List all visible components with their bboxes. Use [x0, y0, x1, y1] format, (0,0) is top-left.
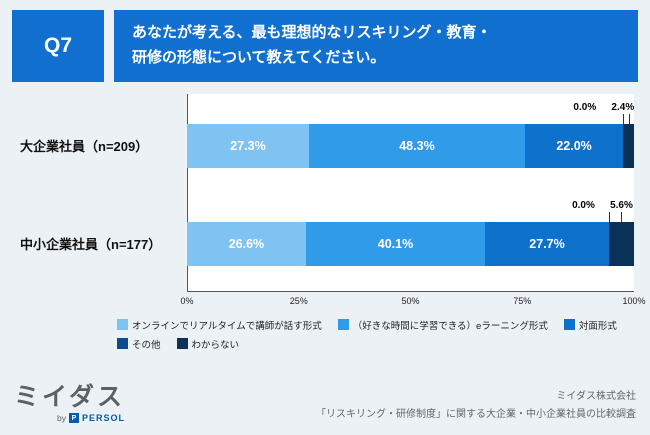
legend-row: その他 わからない [117, 337, 638, 351]
legend-row: オンラインでリアルタイムで講師が話す形式 （好きな時間に学習できる）eラーニング形… [117, 318, 638, 332]
bar-outside-label: 0.0% [573, 101, 597, 113]
legend-swatch-icon [337, 319, 349, 330]
x-tick-label: 100% [622, 295, 646, 306]
legend-label: 対面形式 [578, 320, 617, 332]
brand-logo: ミイダス by P PERSOL [14, 385, 125, 423]
bar-category-label: 大企業社員（n=209） [20, 139, 149, 154]
bar-track: 0.0% 5.6% 26.6% 40.1% 27.7% [187, 198, 634, 266]
x-axis: 0% 25% 50% 75% 100% [180, 292, 645, 308]
legend: オンラインでリアルタイムで講師が話す形式 （好きな時間に学習できる）eラーニング形… [117, 318, 638, 351]
brand-logo-text: ミイダス [14, 383, 126, 411]
x-tick-label: 75% [513, 295, 532, 306]
leader-line [628, 113, 630, 124]
legend-swatch-icon [117, 319, 128, 330]
x-tick-label: 0% [180, 295, 194, 306]
bar-segment: 27.7% [485, 221, 609, 266]
bar-segment: 22.0% [524, 123, 624, 168]
bar-category-label: 中小企業社員（n=177） [20, 237, 162, 252]
stacked-bar: 27.3% 48.3% 22.0% [187, 123, 634, 168]
credit-company: ミイダス株式会社 [556, 391, 636, 402]
legend-swatch-icon [117, 338, 128, 349]
header: Q7 あなたが考える、最も理想的なリスキリング・教育・ 研修の形態について教えて… [12, 10, 638, 82]
x-tick-label: 25% [289, 295, 308, 306]
chart-section: 大企業社員（n=209） 0.0% 2.4% 27.3% 48.3% 22.0% 中小企業社… [12, 93, 646, 351]
legend-item: わからない [176, 337, 240, 351]
brand-logo-persol: PERSOL [82, 413, 126, 423]
legend-item: （好きな時間に学習できる）eラーニング形式 [337, 318, 548, 332]
legend-swatch-icon [563, 319, 575, 330]
bar-segment: 26.6% [187, 221, 306, 266]
legend-item: 対面形式 [563, 318, 617, 332]
legend-swatch-icon [176, 338, 188, 349]
brand-logo-sub: by P PERSOL [14, 413, 125, 423]
footer: ミイダス by P PERSOL ミイダス株式会社 「リスキリング・研修制度」に… [14, 385, 636, 423]
bar-row: 中小企業社員（n=177） 0.0% 5.6% 26.6% 40.1% 27.7% [12, 198, 638, 266]
bar-outside-label: 2.4% [611, 101, 635, 113]
persol-badge-icon: P [69, 413, 79, 423]
leader-line [621, 211, 623, 222]
bar-segment [608, 221, 634, 266]
bar-track: 0.0% 2.4% 27.3% 48.3% 22.0% [187, 100, 634, 168]
bar-outside-label: 5.6% [610, 199, 633, 211]
credits: ミイダス株式会社 「リスキリング・研修制度」に関する大企業・中小企業社員の比較調… [316, 388, 636, 423]
legend-item: オンラインでリアルタイムで講師が話す形式 [117, 318, 322, 332]
bars-area: 大企業社員（n=209） 0.0% 2.4% 27.3% 48.3% 22.0% 中小企業社… [12, 93, 638, 292]
bar-segment: 27.3% [187, 123, 310, 168]
question-number-box: Q7 [12, 10, 104, 82]
bar-row: 大企業社員（n=209） 0.0% 2.4% 27.3% 48.3% 22.0% [12, 100, 638, 168]
question-title: あなたが考える、最も理想的なリスキリング・教育・ 研修の形態について教えてくださ… [114, 10, 638, 82]
leader-line [623, 113, 625, 124]
legend-item: その他 [117, 337, 161, 351]
bar-segment [623, 123, 634, 168]
brand-logo-by: by [57, 413, 66, 423]
bar-segment: 48.3% [309, 123, 525, 168]
legend-label: わからない [191, 339, 240, 351]
stacked-bar: 26.6% 40.1% 27.7% [187, 221, 634, 266]
legend-label: オンラインでリアルタイムで講師が話す形式 [132, 320, 322, 332]
bar-outside-label: 0.0% [572, 199, 595, 211]
credit-survey: 「リスキリング・研修制度」に関する大企業・中小企業社員の比較調査 [316, 408, 636, 420]
bar-segment: 40.1% [305, 221, 486, 266]
legend-label: その他 [132, 339, 161, 351]
x-tick-label: 50% [401, 295, 420, 306]
leader-line [608, 211, 610, 222]
legend-label: （好きな時間に学習できる）eラーニング形式 [352, 320, 548, 332]
